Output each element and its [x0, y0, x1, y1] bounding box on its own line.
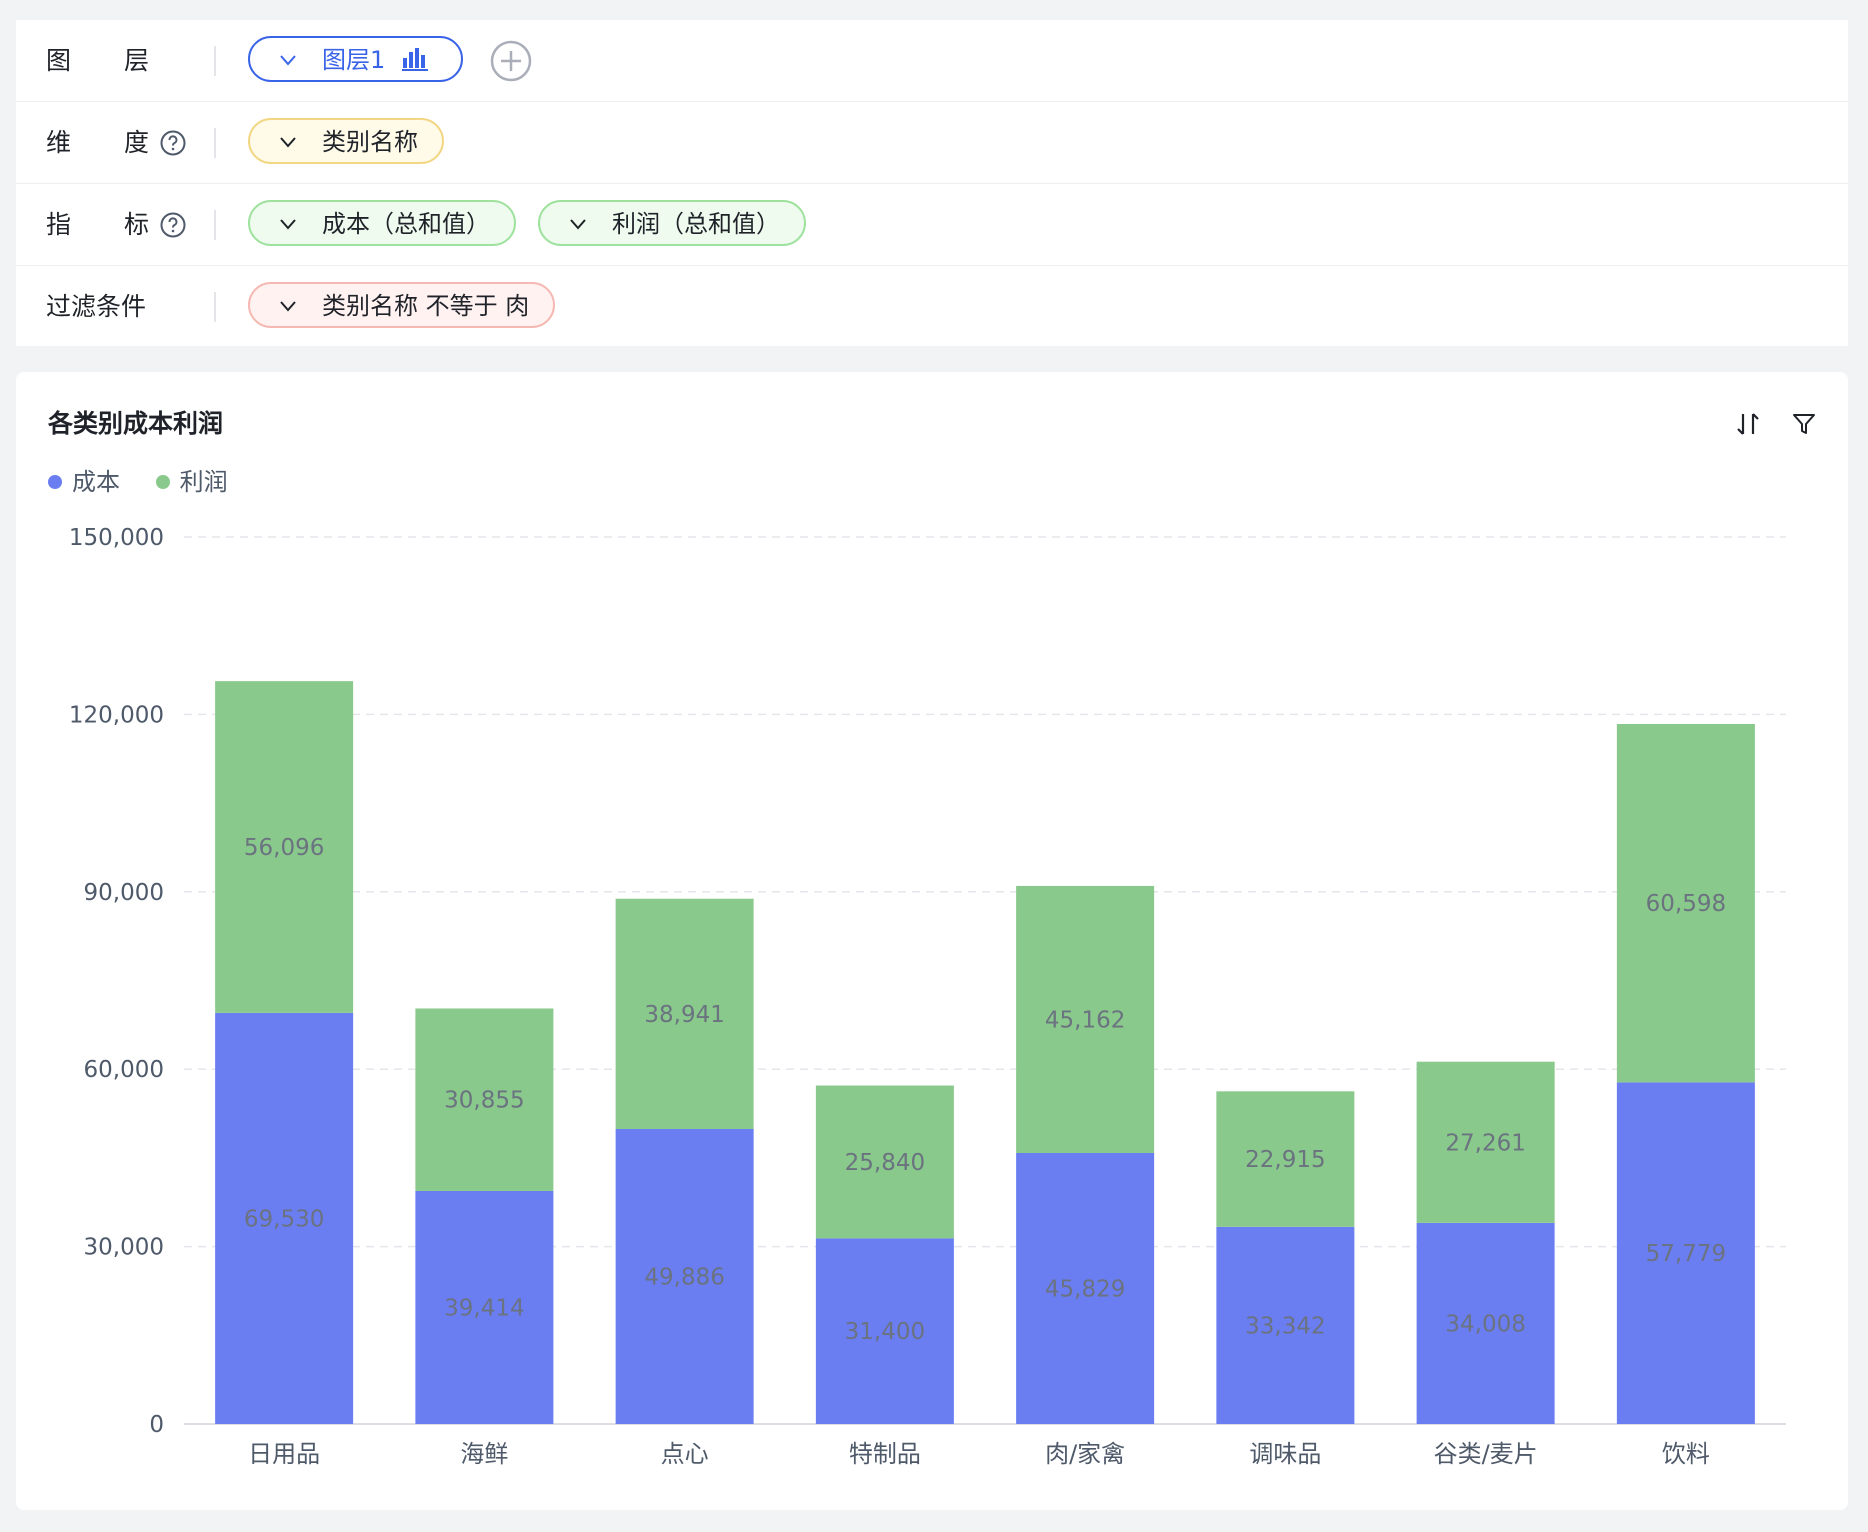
layer-pill-label: 图层1 [322, 46, 386, 74]
chevron-down-icon [280, 219, 296, 230]
data-label: 31,400 [845, 1319, 925, 1345]
metric-row: 指标 成本（总和值） 利润（总和值） [16, 184, 1848, 266]
data-label: 34,008 [1445, 1311, 1525, 1337]
data-label: 30,855 [444, 1088, 524, 1114]
data-label: 39,414 [444, 1295, 524, 1321]
bar-cost[interactable] [1416, 1222, 1555, 1424]
data-label: 45,162 [1045, 1007, 1125, 1033]
dimension-label: 维度 [46, 128, 150, 157]
filter-pill-label: 类别名称 不等于 肉 [322, 292, 530, 320]
bar-cost[interactable] [1016, 1152, 1155, 1424]
row-divider [214, 128, 216, 158]
bar-profit[interactable] [615, 898, 754, 1130]
y-tick-label: 30,000 [84, 1235, 164, 1261]
dimension-row: 维度 类别名称 [16, 102, 1848, 184]
legend-dot [155, 475, 170, 489]
x-tick-label: 饮料 [1662, 1440, 1710, 1468]
bar-cost[interactable] [1616, 1082, 1755, 1424]
chevron-down-icon [570, 219, 586, 230]
filter-label: 过滤条件 [46, 292, 147, 321]
dimension-pill[interactable]: 类别名称 [248, 118, 444, 164]
x-tick-label: 点心 [661, 1440, 709, 1468]
x-tick-label: 日用品 [248, 1440, 320, 1468]
metric-pill-cost[interactable]: 成本（总和值） [248, 200, 516, 246]
bar-profit[interactable] [215, 681, 354, 1013]
chart-plot: 0 30,000 60,000 90,000 120,000 150,000 69,530 5… [69, 525, 1786, 1468]
x-tick-label: 特制品 [849, 1440, 921, 1468]
bar-cost[interactable] [1216, 1226, 1355, 1424]
bar-cost[interactable] [415, 1190, 554, 1424]
data-label: 33,342 [1245, 1313, 1325, 1339]
bar-profit[interactable] [815, 1085, 954, 1239]
x-tick-label: 谷类/麦片 [1434, 1440, 1538, 1468]
bar-cost[interactable] [815, 1238, 954, 1424]
data-label: 38,941 [644, 1002, 724, 1028]
row-divider [214, 210, 216, 240]
x-tick-label: 调味品 [1249, 1440, 1321, 1468]
legend-label: 成本 [72, 468, 120, 496]
legend-label: 利润 [179, 468, 228, 496]
metric-pill-label: 成本（总和值） [322, 210, 490, 238]
data-label: 22,915 [1245, 1147, 1325, 1173]
data-label: 49,886 [644, 1265, 724, 1291]
layer-label: 图层 [46, 46, 150, 75]
row-divider [214, 292, 216, 322]
x-tick-label: 肉/家禽 [1045, 1440, 1125, 1468]
bar-profit[interactable] [1616, 723, 1755, 1083]
config-panel: 图层 图层1 维度 类别名称 [16, 20, 1848, 346]
data-label: 56,096 [244, 835, 324, 861]
chart-legend: 成本 利润 [48, 462, 256, 497]
help-icon[interactable] [160, 130, 186, 156]
metric-pill-label: 利润（总和值） [612, 210, 780, 238]
filter-icon[interactable] [1790, 410, 1818, 438]
chart-title: 各类别成本利润 [48, 409, 224, 438]
add-layer-button[interactable] [490, 40, 532, 82]
data-label: 45,829 [1045, 1276, 1125, 1302]
bar-profit[interactable] [415, 1008, 554, 1191]
dimension-pill-label: 类别名称 [322, 128, 418, 156]
data-label: 69,530 [244, 1206, 324, 1232]
chart-card: 各类别成本利润 成本 利润 0 30,000 60,000 90,000 120,000… [16, 372, 1848, 1510]
chevron-down-icon [280, 137, 296, 148]
legend-item-profit[interactable]: 利润 [155, 462, 228, 497]
bar-chart-icon [401, 48, 428, 71]
data-label: 25,840 [845, 1150, 925, 1176]
legend-dot [48, 475, 62, 489]
data-label: 60,598 [1646, 891, 1726, 917]
row-divider [214, 46, 216, 76]
layer-pill[interactable]: 图层1 [248, 36, 463, 82]
help-icon[interactable] [160, 212, 186, 238]
chevron-down-icon [280, 301, 296, 312]
filter-row: 过滤条件 类别名称 不等于 肉 [16, 266, 1848, 348]
bar-profit[interactable] [1216, 1091, 1355, 1227]
filter-pill[interactable]: 类别名称 不等于 肉 [248, 282, 556, 328]
y-tick-label: 60,000 [84, 1057, 164, 1083]
bar-profit[interactable] [1016, 885, 1155, 1153]
y-tick-label: 0 [149, 1412, 164, 1438]
chevron-down-icon [280, 55, 296, 66]
bar-cost[interactable] [215, 1012, 354, 1424]
y-tick-label: 120,000 [69, 702, 164, 728]
layer-row: 图层 图层1 [16, 20, 1848, 102]
sort-icon[interactable] [1734, 410, 1762, 438]
bar-profit[interactable] [1416, 1061, 1555, 1223]
data-label: 57,779 [1646, 1241, 1726, 1267]
legend-item-cost[interactable]: 成本 [48, 462, 120, 497]
bar-cost[interactable] [615, 1129, 754, 1424]
metric-pill-profit[interactable]: 利润（总和值） [538, 200, 806, 246]
data-label: 27,261 [1445, 1130, 1525, 1156]
y-tick-label: 150,000 [69, 525, 164, 551]
x-tick-label: 海鲜 [460, 1440, 508, 1468]
y-tick-label: 90,000 [84, 880, 164, 906]
metric-label: 指标 [46, 210, 150, 239]
